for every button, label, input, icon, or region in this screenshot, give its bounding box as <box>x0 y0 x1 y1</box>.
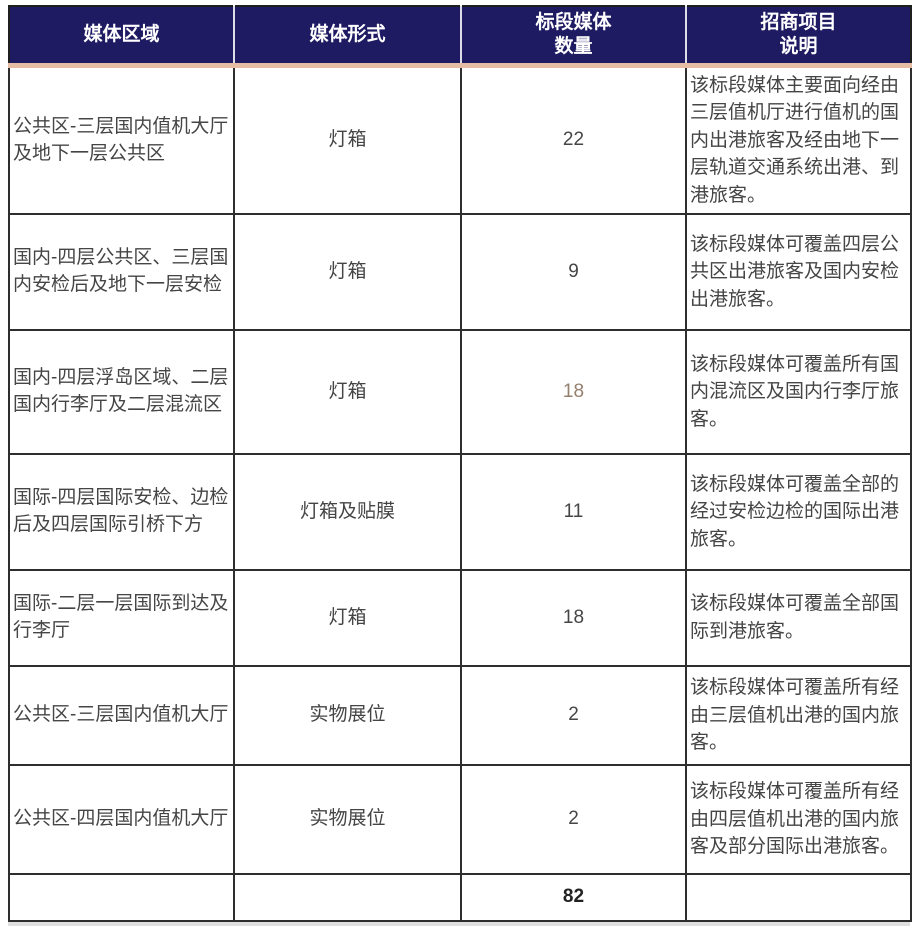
cell-format: 灯箱 <box>233 213 462 331</box>
total-cell-count: 82 <box>460 873 687 922</box>
page: 媒体区域 媒体形式 标段媒体 数量 招商项目 说明 公共区-三层国内值机大厅及地… <box>8 5 912 926</box>
total-cell-format <box>233 873 462 922</box>
cell-description: 该标段媒体可覆盖所有经由四层值机出港的国内旅客及部分国际出港旅客。 <box>685 764 912 875</box>
header-cell-description: 招商项目 说明 <box>685 6 911 68</box>
cell-description: 该标段媒体可覆盖全部的经过安检边检的国际出港旅客。 <box>685 453 912 571</box>
cell-description: 该标段媒体主要面向经由三层值机厅进行值机的国内出港旅客及经由地下一层轨道交通系统… <box>685 64 912 215</box>
cell-region: 国内-四层公共区、三层国内安检后及地下一层安检 <box>8 213 235 331</box>
cell-format: 灯箱 <box>233 569 462 667</box>
header-cell-region: 媒体区域 <box>9 6 234 68</box>
cell-count: 2 <box>460 665 687 766</box>
cell-format: 灯箱及贴膜 <box>233 453 462 571</box>
media-table: 媒体区域 媒体形式 标段媒体 数量 招商项目 说明 公共区-三层国内值机大厅及地… <box>8 5 912 922</box>
table-bottom-strip <box>8 922 910 926</box>
table-row: 国内-四层公共区、三层国内安检后及地下一层安检 灯箱 9 该标段媒体可覆盖四层公共区出… <box>8 213 912 331</box>
table-row: 公共区-三层国内值机大厅 实物展位 2 该标段媒体可覆盖所有经由三层值机出港的国内旅客… <box>8 665 912 766</box>
total-cell-description <box>685 873 912 922</box>
cell-region: 公共区-三层国内值机大厅 <box>8 665 235 766</box>
cell-count: 11 <box>460 453 687 571</box>
table-header: 媒体区域 媒体形式 标段媒体 数量 招商项目 说明 <box>9 6 911 68</box>
table-row: 国际-四层国际安检、边检后及四层国际引桥下方 灯箱及贴膜 11 该标段媒体可覆盖全部的… <box>8 453 912 571</box>
cell-count: 18 <box>460 569 687 667</box>
cell-description: 该标段媒体可覆盖全部国际到港旅客。 <box>685 569 912 667</box>
cell-description: 该标段媒体可覆盖四层公共区出港旅客及国内安检出港旅客。 <box>685 213 912 331</box>
header-cell-count: 标段媒体 数量 <box>460 6 686 68</box>
cell-format: 实物展位 <box>233 665 462 766</box>
cell-region: 公共区-三层国内值机大厅及地下一层公共区 <box>8 64 235 215</box>
table-row: 公共区-三层国内值机大厅及地下一层公共区 灯箱 22 该标段媒体主要面向经由三层值机厅… <box>8 64 912 215</box>
cell-region: 国际-二层一层国际到达及行李厅 <box>8 569 235 667</box>
cell-count: 9 <box>460 213 687 331</box>
cell-description: 该标段媒体可覆盖所有国内混流区及国内行李厅旅客。 <box>685 329 912 455</box>
table-row: 公共区-四层国内值机大厅 实物展位 2 该标段媒体可覆盖所有经由四层值机出港的国内旅客… <box>8 764 912 875</box>
total-cell-region <box>8 873 235 922</box>
table-row: 国际-二层一层国际到达及行李厅 灯箱 18 该标段媒体可覆盖全部国际到港旅客。 <box>8 569 912 667</box>
cell-region: 国内-四层浮岛区域、二层国内行李厅及二层混流区 <box>8 329 235 455</box>
header-cell-format: 媒体形式 <box>233 6 461 68</box>
cell-region: 公共区-四层国内值机大厅 <box>8 764 235 875</box>
cell-count: 22 <box>460 64 687 215</box>
cell-format: 灯箱 <box>233 329 462 455</box>
table-row: 国内-四层浮岛区域、二层国内行李厅及二层混流区 灯箱 18 该标段媒体可覆盖所有国内混… <box>8 329 912 455</box>
header-row: 媒体区域 媒体形式 标段媒体 数量 招商项目 说明 <box>9 6 911 68</box>
cell-format: 灯箱 <box>233 64 462 215</box>
cell-count: 18 <box>460 329 687 455</box>
total-row: 82 <box>8 873 912 922</box>
cell-description: 该标段媒体可覆盖所有经由三层值机出港的国内旅客。 <box>685 665 912 766</box>
cell-count: 2 <box>460 764 687 875</box>
table-body: 公共区-三层国内值机大厅及地下一层公共区 灯箱 22 该标段媒体主要面向经由三层值机厅… <box>8 64 912 922</box>
cell-format: 实物展位 <box>233 764 462 875</box>
cell-region: 国际-四层国际安检、边检后及四层国际引桥下方 <box>8 453 235 571</box>
